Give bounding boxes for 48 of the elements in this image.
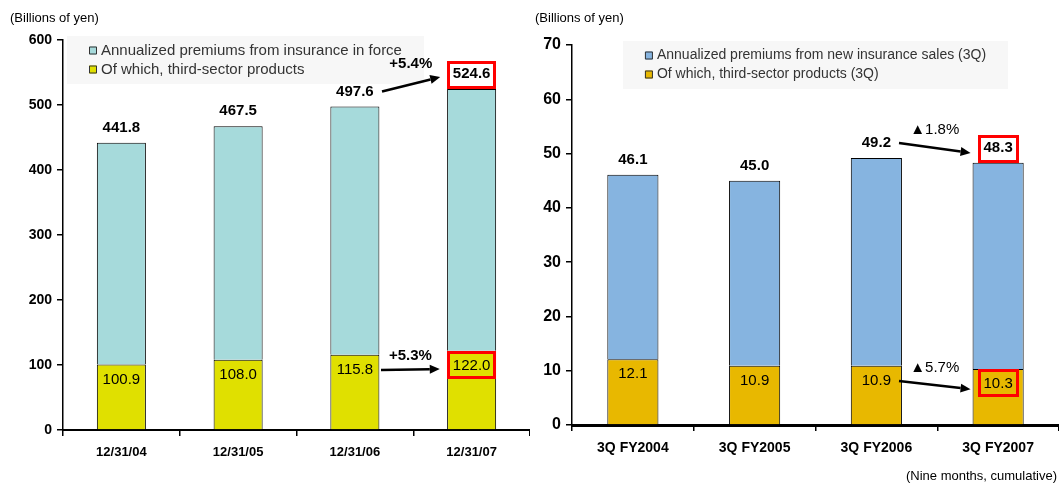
y-tick-label: 0	[44, 420, 53, 437]
x-tick-label: 12/31/04	[96, 444, 148, 460]
y-tick-label: 10	[543, 361, 562, 379]
annotation: ▲1.8%	[910, 120, 960, 138]
data-label: 10.9	[861, 370, 891, 388]
x-tick-label: 12/31/05	[212, 444, 264, 460]
y-tick-label: 60	[543, 89, 562, 107]
x-tick-label: 3Q FY2007	[962, 439, 1035, 456]
legend-label: Of which, third-sector products	[101, 59, 305, 77]
y-tick-label: 200	[28, 290, 53, 307]
text: (Nine months, cumulative)	[906, 467, 1057, 483]
data-label: 10.3	[983, 374, 1013, 392]
total-label: 49.2	[861, 133, 891, 151]
total-label: 48.3	[983, 137, 1013, 155]
annotation: +5.3%	[389, 345, 432, 363]
data-label: 108.0	[219, 364, 257, 382]
y-tick-label: 20	[543, 306, 562, 324]
legend-label: Of which, third-sector products (3Q)	[656, 65, 879, 82]
total-label: 441.8	[102, 117, 141, 135]
x-tick-label: 12/31/07	[446, 444, 497, 460]
y-tick-label: 100	[28, 355, 53, 372]
total-label: 524.6	[452, 64, 491, 82]
y-tick-label: 600	[28, 30, 53, 47]
y-tick-label: 500	[28, 95, 53, 112]
data-label: 100.9	[102, 369, 141, 387]
y-tick-label: 70	[543, 35, 562, 53]
total-label: 45.0	[740, 155, 770, 173]
x-tick-label: 3Q FY2005	[718, 439, 791, 456]
y-tick-label: 300	[28, 225, 53, 242]
total-label: 46.1	[618, 149, 648, 167]
y-tick-label: 30	[543, 252, 562, 270]
x-tick-label: 3Q FY2006	[840, 439, 913, 456]
total-label: 467.5	[219, 101, 257, 119]
x-tick-label: 3Q FY2004	[597, 439, 669, 456]
y-axis-title: (Billions of yen)	[535, 9, 624, 25]
total-label: 497.6	[336, 81, 374, 99]
annotation: ▲5.7%	[910, 357, 960, 375]
data-label: 115.8	[336, 359, 374, 377]
y-tick-label: 50	[543, 143, 562, 161]
data-label: 12.1	[618, 364, 648, 382]
y-tick-label: 40	[543, 198, 562, 216]
x-tick-label: 12/31/06	[329, 444, 381, 460]
y-axis-title: (Billions of yen)	[10, 9, 99, 25]
data-label: 10.9	[740, 370, 770, 388]
legend-label: Annualized premiums from new insurance sales (3Q)	[656, 46, 987, 63]
y-tick-label: 0	[552, 415, 562, 433]
y-tick-label: 400	[28, 160, 53, 177]
data-label: 122.0	[452, 355, 491, 373]
